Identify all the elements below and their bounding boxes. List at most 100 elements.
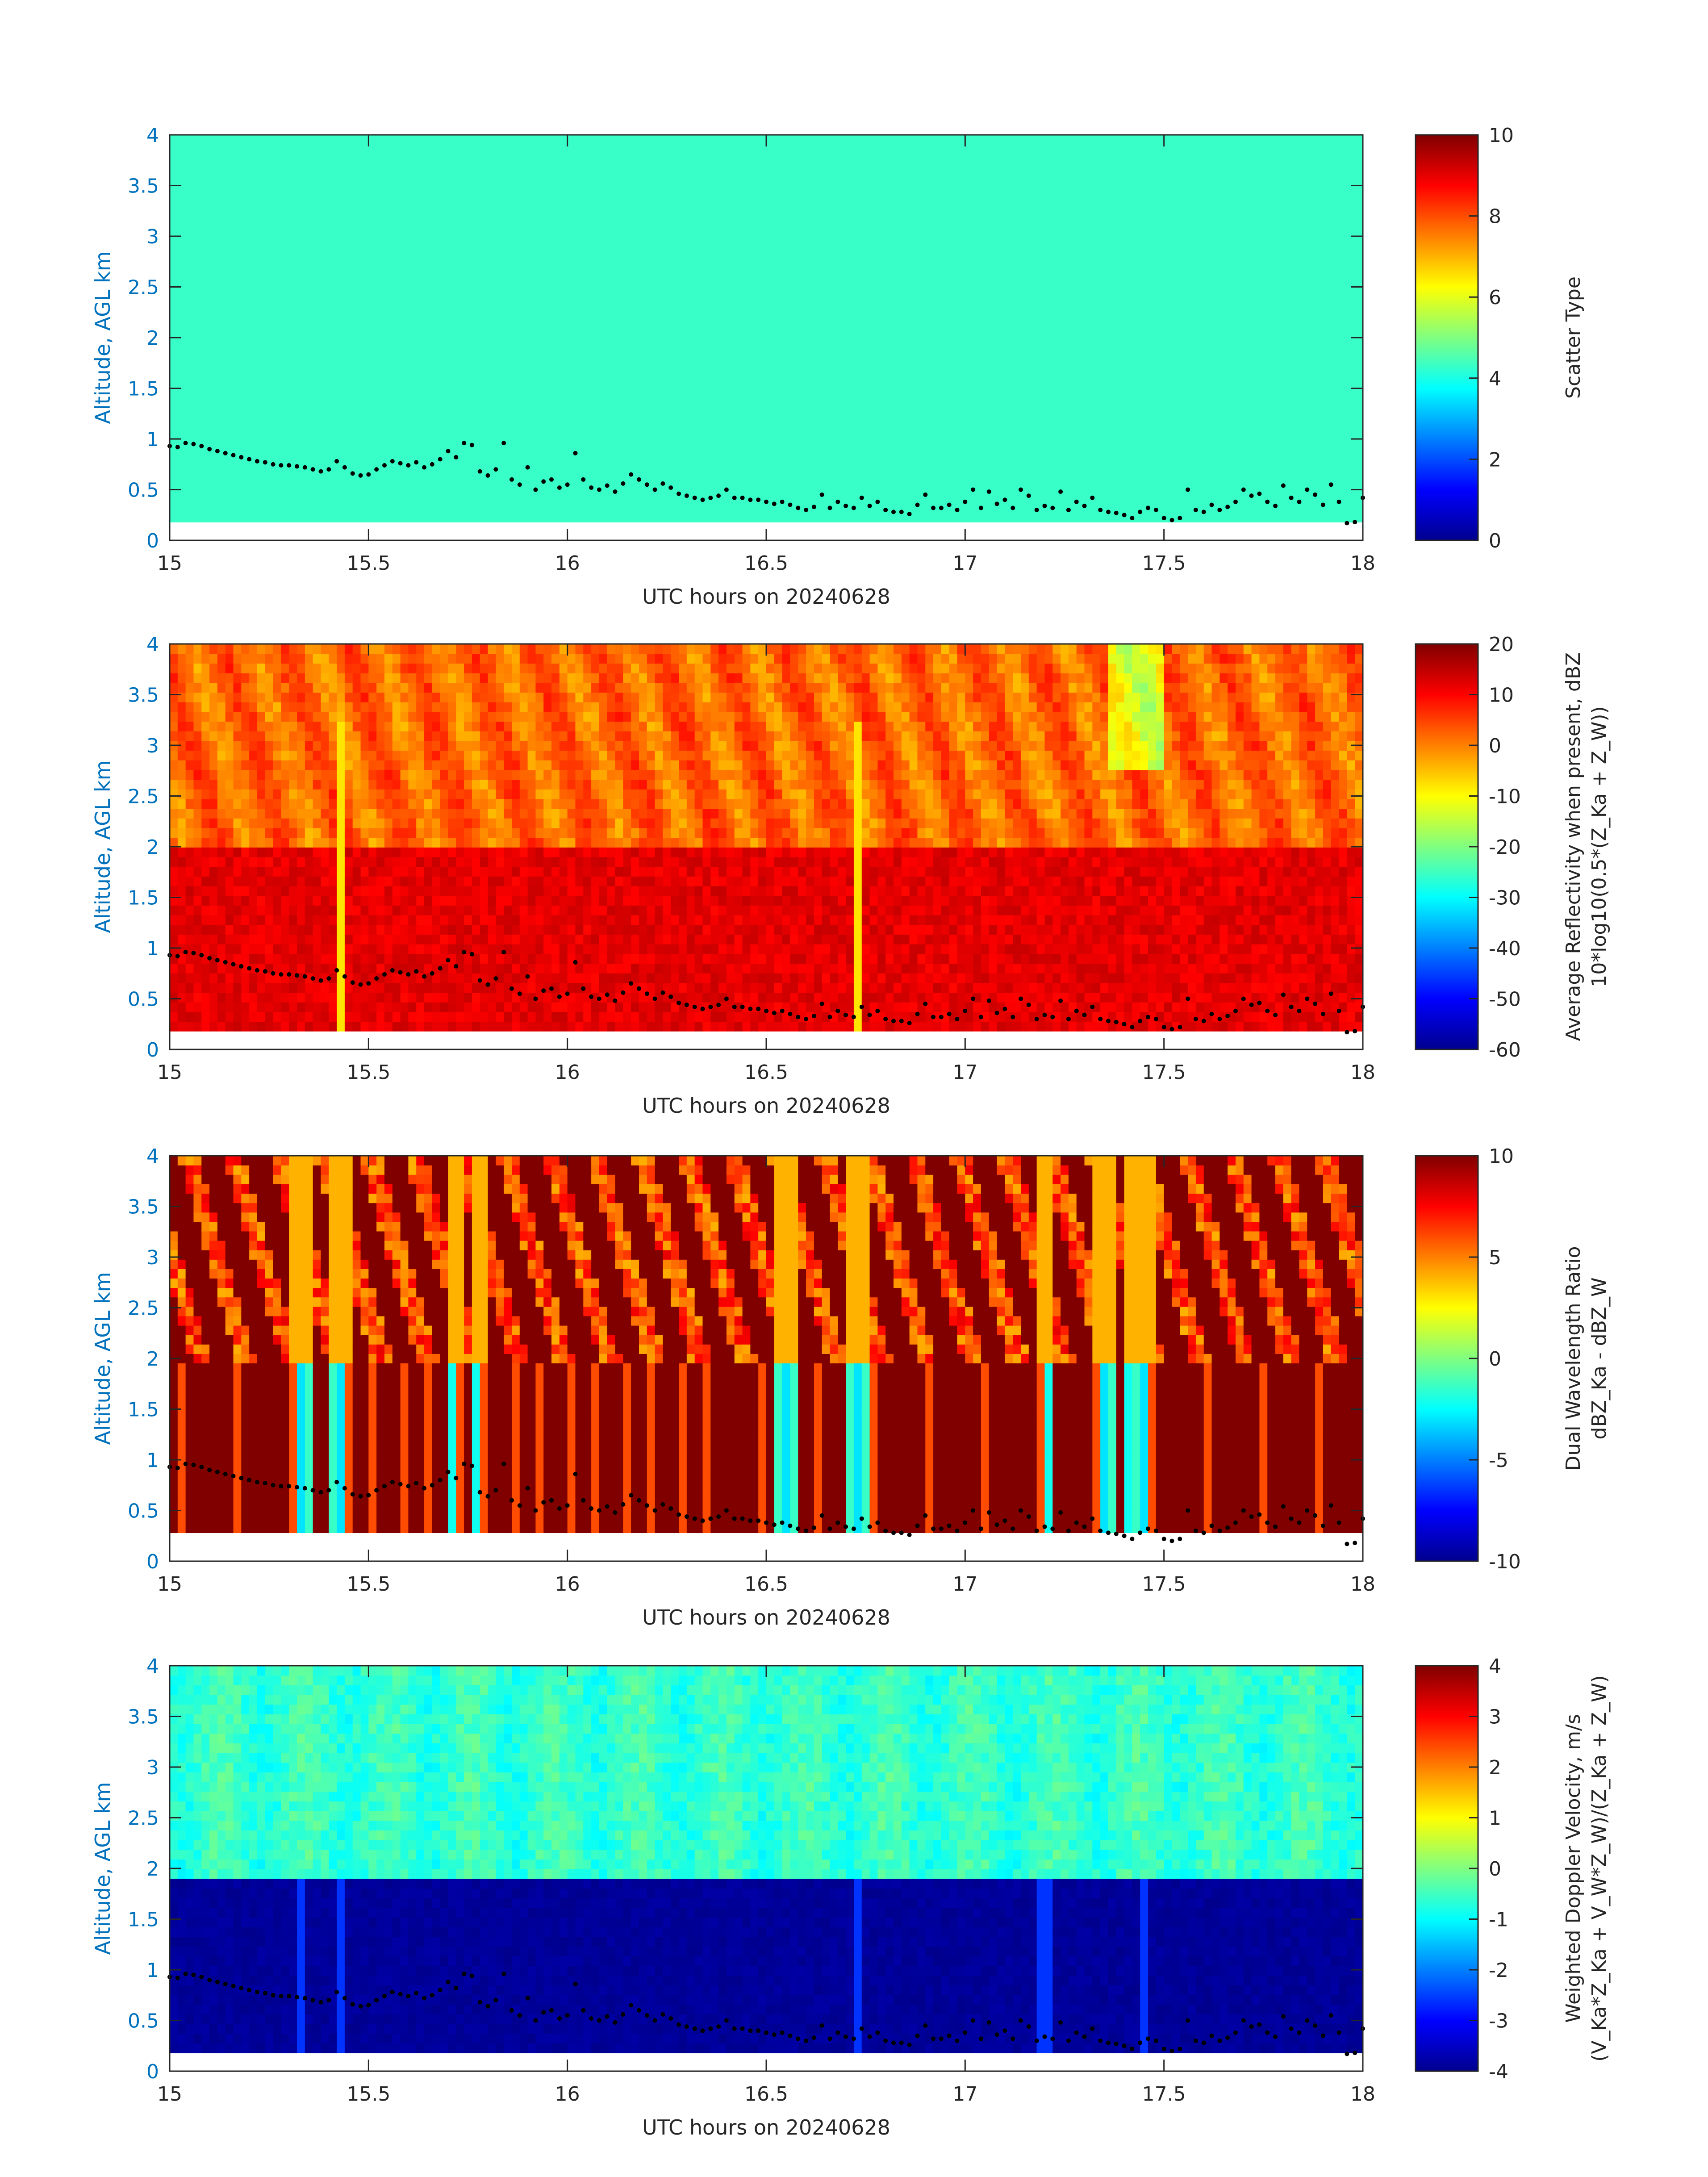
heatmap-cell: [217, 193, 226, 203]
heatmap-cell: [623, 183, 631, 193]
heatmap-cell: [344, 396, 353, 406]
heatmap-cell: [257, 406, 266, 416]
heatmap-cell: [241, 376, 250, 387]
heatmap-cell: [575, 367, 584, 377]
heatmap-cell: [869, 357, 878, 368]
heatmap-cell: [392, 415, 401, 426]
heatmap-cell: [504, 193, 512, 203]
heatmap-cell: [909, 512, 918, 522]
heatmap-cell: [806, 251, 814, 261]
heatmap-cell: [774, 173, 783, 184]
heatmap-cell: [1005, 338, 1013, 348]
heatmap-cell: [233, 483, 242, 493]
heatmap-cell: [337, 270, 345, 280]
heatmap-cell: [631, 135, 639, 145]
heatmap-cell: [225, 406, 234, 416]
heatmap-cell: [877, 454, 886, 464]
heatmap-cell: [297, 270, 305, 280]
heatmap-cell: [941, 260, 950, 271]
heatmap-cell: [726, 154, 735, 164]
heatmap-cell: [686, 193, 695, 203]
heatmap-cell: [448, 222, 456, 232]
heatmap-cell: [504, 493, 512, 503]
heatmap-cell: [519, 231, 528, 242]
heatmap-cell: [297, 493, 305, 503]
heatmap-cell: [297, 222, 305, 232]
heatmap-cell: [185, 164, 194, 174]
heatmap-cell: [201, 135, 210, 145]
heatmap-cell: [846, 444, 854, 455]
heatmap-cell: [917, 435, 926, 445]
heatmap-cell: [599, 193, 608, 203]
heatmap-cell: [989, 164, 998, 174]
heatmap-cell: [567, 202, 576, 213]
heatmap-cell: [456, 251, 464, 261]
heatmap-cell: [1005, 164, 1013, 174]
heatmap-cell: [193, 299, 202, 309]
heatmap-cell: [949, 222, 958, 232]
heatmap-cell: [488, 464, 496, 474]
heatmap-cell: [861, 386, 870, 397]
heatmap-cell: [504, 347, 512, 358]
heatmap-cell: [591, 222, 600, 232]
heatmap-cell: [241, 164, 250, 174]
heatmap-cell: [233, 154, 242, 164]
heatmap-cell: [894, 309, 902, 319]
heatmap-cell: [305, 386, 313, 397]
heatmap-cell: [209, 270, 218, 280]
heatmap-cell: [257, 154, 266, 164]
heatmap-cell: [193, 376, 202, 387]
heatmap-cell: [925, 193, 934, 203]
heatmap-cell: [551, 464, 560, 474]
heatmap-cell: [655, 473, 664, 484]
heatmap-cell: [170, 222, 178, 232]
heatmap-cell: [1100, 318, 1109, 329]
heatmap-cell: [1156, 338, 1165, 348]
heatmap-cell: [1148, 338, 1157, 348]
heatmap-cell: [1100, 483, 1109, 493]
heatmap-cell: [814, 367, 823, 377]
heatmap-cell: [941, 173, 950, 184]
heatmap-cell: [734, 406, 743, 416]
heatmap-cell: [193, 396, 202, 406]
heatmap-cell: [408, 144, 417, 155]
heatmap-cell: [177, 376, 186, 387]
heatmap-cell: [193, 473, 202, 484]
heatmap-cell: [750, 135, 759, 145]
heatmap-cell: [257, 473, 266, 484]
heatmap-cell: [1068, 483, 1077, 493]
heatmap-cell: [639, 202, 647, 213]
heatmap-cell: [368, 193, 377, 203]
heatmap-cell: [997, 367, 1005, 377]
heatmap-cell: [838, 435, 846, 445]
heatmap-cell: [599, 415, 608, 426]
heatmap-cell: [321, 493, 329, 503]
heatmap-cell: [337, 260, 345, 271]
heatmap-cell: [329, 357, 337, 368]
heatmap-cell: [400, 502, 409, 513]
heatmap-cell: [782, 212, 791, 222]
heatmap-cell: [647, 309, 656, 319]
heatmap-cell: [225, 144, 234, 155]
heatmap-cell: [591, 444, 600, 455]
heatmap-cell: [997, 483, 1005, 493]
heatmap-cell: [273, 202, 281, 213]
heatmap-cell: [1005, 512, 1013, 522]
heatmap-cell: [583, 202, 592, 213]
heatmap-cell: [352, 318, 361, 329]
heatmap-cell: [297, 347, 305, 358]
heatmap-cell: [607, 260, 616, 271]
heatmap-cell: [1132, 231, 1140, 242]
heatmap-cell: [583, 222, 592, 232]
heatmap-cell: [1028, 435, 1037, 445]
heatmap-cell: [822, 222, 831, 232]
heatmap-cell: [511, 347, 520, 358]
heatmap-cell: [177, 289, 186, 300]
heatmap-cell: [1052, 222, 1061, 232]
heatmap-cell: [766, 483, 775, 493]
heatmap-cell: [432, 260, 441, 271]
heatmap-cell: [488, 231, 496, 242]
heatmap-cell: [305, 222, 313, 232]
heatmap-cell: [885, 338, 894, 348]
heatmap-cell: [496, 222, 504, 232]
